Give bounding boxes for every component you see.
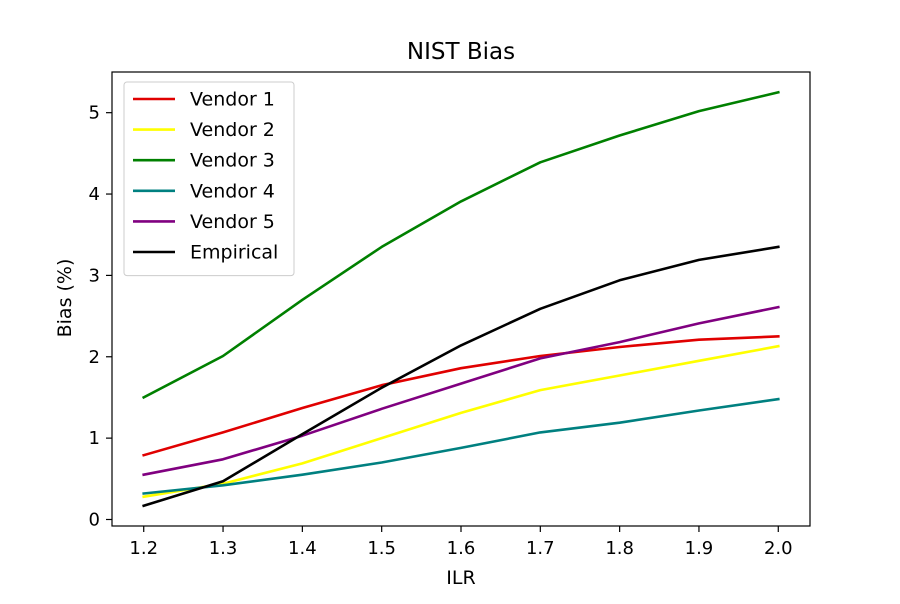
y-tick-label: 3 xyxy=(89,265,100,286)
series-line-1 xyxy=(142,335,780,457)
x-tick-label: 1.3 xyxy=(209,538,238,559)
x-tick-label: 1.2 xyxy=(129,538,158,559)
plot-area: 1.2 1.3 1.4 1.5 1.6 1.7 1.8 1.9 2.0 0 1 2 3 4 5 xyxy=(89,71,811,559)
series-line-5 xyxy=(142,305,780,477)
x-tick-label: 1.4 xyxy=(288,538,317,559)
series-line-2 xyxy=(142,344,780,499)
y-tick-label: 5 xyxy=(89,103,100,124)
x-tick-label: 1.5 xyxy=(367,538,396,559)
y-tick-label: 2 xyxy=(89,347,100,368)
legend-label: Vendor 4 xyxy=(190,180,275,202)
y-tick-label: 1 xyxy=(89,428,100,449)
x-tick-label: 1.8 xyxy=(605,538,634,559)
x-axis-label: ILR xyxy=(446,567,475,589)
legend-label: Vendor 1 xyxy=(190,89,275,111)
legend-label: Vendor 5 xyxy=(190,211,275,233)
x-tick-label: 2.0 xyxy=(764,538,793,559)
y-tick-label: 4 xyxy=(89,184,100,205)
chart-title: NIST Bias xyxy=(407,39,515,65)
series-line-4 xyxy=(142,397,780,495)
x-tick-label: 1.9 xyxy=(685,538,714,559)
legend-label: Empirical xyxy=(190,242,278,264)
y-axis-label: Bias (%) xyxy=(54,259,76,338)
legend-label: Vendor 2 xyxy=(190,119,275,141)
legend: Vendor 1 Vendor 2 Vendor 3 Vendor 4 Vendor 5… xyxy=(123,81,295,277)
legend-label: Vendor 3 xyxy=(190,150,275,172)
y-tick-label: 0 xyxy=(89,509,100,530)
x-tick-label: 1.6 xyxy=(447,538,476,559)
series-line-3 xyxy=(141,90,780,400)
series-line-6 xyxy=(142,245,780,508)
x-tick-label: 1.7 xyxy=(526,538,555,559)
